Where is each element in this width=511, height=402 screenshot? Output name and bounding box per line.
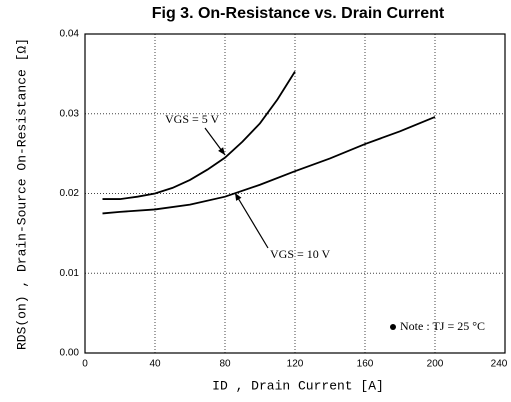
x-tick-label: 0 bbox=[82, 359, 88, 370]
x-tick-label: 200 bbox=[427, 359, 444, 370]
y-axis-label: RDS(on) , Drain-Source On-Resistance [Ω] bbox=[14, 38, 29, 350]
y-tick-label: 0.02 bbox=[60, 188, 80, 199]
x-tick-label: 40 bbox=[149, 359, 161, 370]
line bbox=[102, 71, 296, 200]
y-tick-label: 0.01 bbox=[60, 268, 80, 279]
y-tick-label: 0.03 bbox=[60, 108, 80, 119]
note: Note : TJ = 25 °C bbox=[400, 319, 485, 333]
x-tick-label: 120 bbox=[287, 359, 304, 370]
arrow bbox=[234, 192, 269, 249]
y-tick-label: 0.04 bbox=[60, 29, 80, 40]
line bbox=[102, 116, 436, 215]
x-tick-label: 240 bbox=[491, 359, 508, 370]
x-axis-label: ID , Drain Current [A] bbox=[212, 378, 384, 393]
chart-title: Fig 3. On-Resistance vs. Drain Current bbox=[152, 5, 445, 22]
arrow-head bbox=[235, 193, 242, 201]
series-label: VGS = 10 V bbox=[270, 247, 331, 261]
note-bullet bbox=[390, 324, 396, 330]
arrow-head bbox=[218, 147, 225, 155]
x-tick-label: 160 bbox=[357, 359, 374, 370]
series-label: VGS = 5 V bbox=[165, 112, 220, 126]
y-tick-label: 0.00 bbox=[60, 348, 80, 359]
x-tick-label: 80 bbox=[219, 359, 231, 370]
plot-frame bbox=[84, 33, 506, 354]
